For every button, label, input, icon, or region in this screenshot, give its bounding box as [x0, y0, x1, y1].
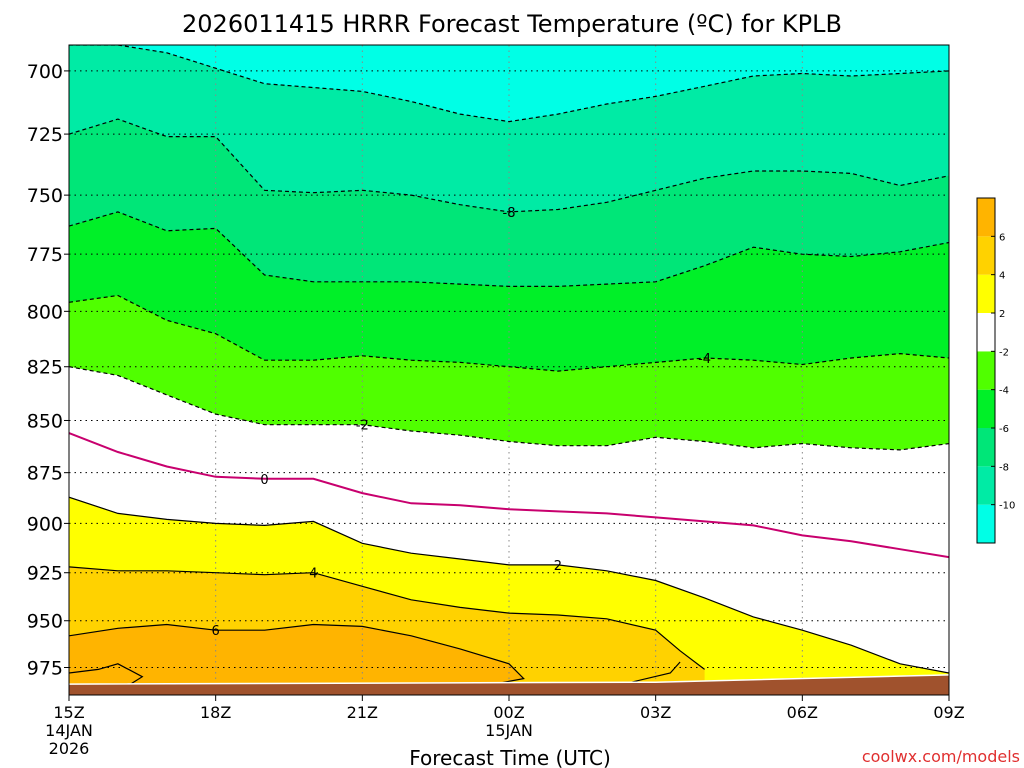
- colorbar-label--10: -10: [999, 501, 1015, 512]
- x-tick-label-9-0: 00Z: [493, 703, 524, 722]
- y-tick-label-850: 850: [27, 410, 63, 432]
- x-tick-label-0-0: 15Z: [53, 703, 84, 722]
- x-tick-label-18-0: 09Z: [933, 703, 964, 722]
- colorbar-segment-4: [977, 351, 995, 390]
- isotherm-4-line-7: [69, 566, 705, 670]
- isotherm--2-line-4: [69, 366, 949, 451]
- isotherm-6-line-8: [69, 623, 525, 687]
- y-tick-label-750: 750: [27, 185, 63, 207]
- y-tick-label-900: 900: [27, 513, 63, 535]
- isotherm-label-2: 2: [554, 559, 562, 574]
- isotherm-labels: -8 -4 -2 0 2 4 6: [212, 206, 712, 639]
- y-tick-label-700: 700: [27, 61, 63, 83]
- temperature-fill-bands: [69, 45, 949, 695]
- isotherm-label-4: 4: [309, 567, 317, 582]
- isotherm-0-line-5: [69, 432, 949, 559]
- colorbar-segment-2: [977, 428, 995, 467]
- x-tick-label-0-2: 2026: [49, 739, 90, 758]
- isotherm-label-6: 6: [212, 624, 220, 639]
- isotherm--8-line-1: [69, 118, 949, 213]
- y-tick-label-800: 800: [27, 301, 63, 323]
- x-tick-label-0-1: 14JAN: [45, 721, 93, 740]
- credit-link[interactable]: coolwx.com/models: [862, 747, 1020, 766]
- colorbar-label--6: -6: [999, 424, 1009, 435]
- y-tick-label-925: 925: [27, 563, 63, 585]
- isotherm--6-line-2: [69, 211, 949, 287]
- colorbar-label--2: -2: [999, 347, 1009, 358]
- x-axis-title: Forecast Time (UTC): [409, 746, 611, 768]
- isotherm-6-line-9: [69, 663, 144, 687]
- x-tick-label-12-0: 03Z: [640, 703, 671, 722]
- isotherm-lines: [69, 45, 949, 687]
- y-tick-label-725: 725: [27, 124, 63, 146]
- colorbar-segment-7: [977, 236, 995, 275]
- colorbar-label-4: 4: [999, 271, 1005, 282]
- x-tick-label-3-0: 18Z: [200, 703, 231, 722]
- colorbar-segment-1: [977, 466, 995, 505]
- y-tick-label-950: 950: [27, 611, 63, 633]
- colorbar-label-6: 6: [999, 232, 1005, 243]
- x-tick-label-15-0: 06Z: [787, 703, 818, 722]
- y-tick-label-975: 975: [27, 658, 63, 680]
- colorbar-label--4: -4: [999, 386, 1009, 397]
- colorbar-segment-6: [977, 274, 995, 313]
- colorbar-segment-0: [977, 504, 995, 543]
- ground-terrain: [69, 674, 949, 695]
- colorbar-label-2: 2: [999, 309, 1005, 320]
- colorbar-legend: -10 -8 -6 -4 -2 2 4 6: [976, 197, 1015, 544]
- isotherm-2-line-6: [69, 496, 949, 674]
- colorbar-segment-8: [977, 198, 995, 237]
- colorbar-segment-3: [977, 389, 995, 428]
- x-tick-label-6-0: 21Z: [347, 703, 378, 722]
- colorbar-frame: [976, 197, 996, 544]
- x-tick-label-9-1: 15JAN: [485, 721, 533, 740]
- y-tick-label-775: 775: [27, 244, 63, 266]
- isotherm--10-line-0: [69, 45, 949, 123]
- chart-title: 2026011415 HRRR Forecast Temperature (ºC…: [182, 10, 842, 38]
- y-tick-label-875: 875: [27, 463, 63, 485]
- ground-surface-line: [69, 674, 949, 685]
- colorbar-label--8: -8: [999, 462, 1009, 473]
- isotherm-label--8: -8: [503, 206, 516, 221]
- isotherm-label--2: -2: [356, 419, 369, 434]
- isotherm-label--4: -4: [698, 352, 711, 367]
- y-tick-label-825: 825: [27, 357, 63, 379]
- fill-band-warm-pocket-0: [69, 624, 524, 695]
- colorbar-segment-5: [977, 313, 995, 352]
- isotherm-label-0: 0: [260, 473, 268, 488]
- isotherm--4-line-3: [69, 294, 949, 372]
- y-axis: 700 725 750 775 800 825 850 875 900 925 950 975: [27, 61, 69, 680]
